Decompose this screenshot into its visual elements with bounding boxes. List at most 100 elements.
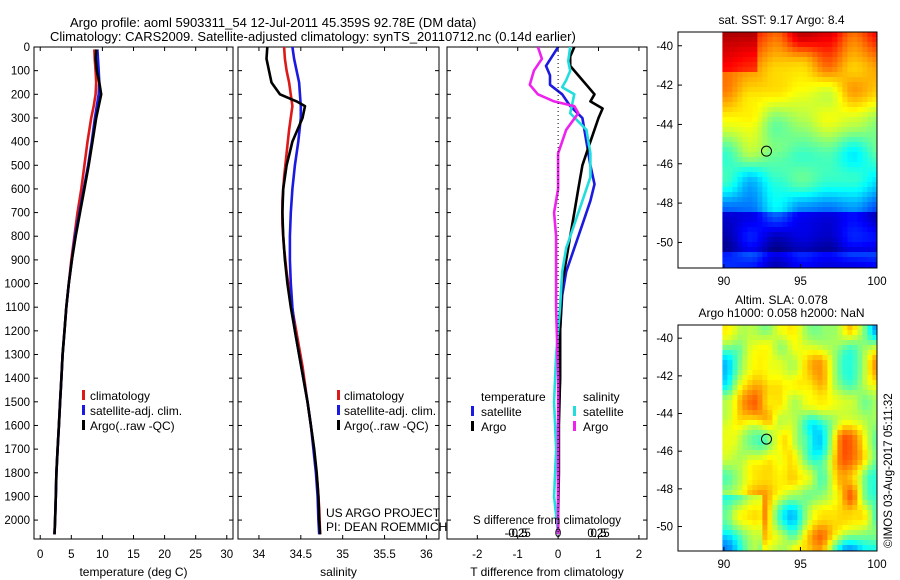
map-cell	[782, 157, 788, 163]
map-cell	[737, 152, 743, 158]
map-cell	[847, 515, 853, 521]
map-cell	[732, 227, 738, 233]
map-cell	[742, 330, 748, 336]
map-cell	[737, 515, 743, 521]
map-cell	[732, 430, 738, 436]
map-cell	[867, 375, 873, 381]
map-cell	[867, 97, 873, 103]
map-xtick-label: 95	[794, 559, 807, 571]
map-cell	[792, 490, 798, 496]
map-cell	[872, 490, 878, 496]
map-cell	[777, 395, 783, 401]
map-cell	[802, 122, 808, 128]
map-cell	[862, 137, 868, 143]
map-cell	[872, 520, 878, 526]
map-cell	[812, 505, 818, 511]
map-cell	[727, 242, 733, 248]
map-cell	[862, 57, 868, 63]
legend-swatch	[471, 406, 474, 416]
map-cell	[792, 227, 798, 233]
map-cell	[762, 380, 768, 386]
map-cell	[862, 192, 868, 198]
map-cell	[827, 122, 833, 128]
map-cell	[722, 485, 728, 491]
map-cell	[767, 435, 773, 441]
map-cell	[772, 510, 778, 516]
map-cell	[797, 92, 803, 98]
map-cell	[852, 92, 858, 98]
map-cell	[742, 212, 748, 218]
map-cell	[872, 142, 878, 148]
map-cell	[832, 425, 838, 431]
map-cell	[782, 117, 788, 123]
map-cell	[727, 495, 733, 501]
map-cell	[822, 77, 828, 83]
map-cell	[772, 360, 778, 366]
map-cell	[752, 430, 758, 436]
map-cell	[742, 360, 748, 366]
map-cell	[862, 232, 868, 238]
map-cell	[802, 77, 808, 83]
map-xtick-label: 90	[718, 559, 731, 571]
map-cell	[762, 365, 768, 371]
map-cell	[747, 450, 753, 456]
map-cell	[787, 232, 793, 238]
map-cell	[792, 142, 798, 148]
map-cell	[737, 355, 743, 361]
map-cell	[727, 340, 733, 346]
map-cell	[832, 445, 838, 451]
map-cell	[872, 122, 878, 128]
map-cell	[812, 122, 818, 128]
map-cell	[852, 222, 858, 228]
xtick-label: 35.5	[373, 549, 395, 561]
map-cell	[722, 102, 728, 108]
map-cell	[802, 97, 808, 103]
map-cell	[867, 247, 873, 253]
map-cell	[797, 142, 803, 148]
map-cell	[787, 465, 793, 471]
map-cell	[787, 515, 793, 521]
map-cell	[787, 242, 793, 248]
map-cell	[827, 385, 833, 391]
map-cell	[862, 375, 868, 381]
s-scale-label: 0.25	[587, 528, 609, 540]
map-cell	[847, 435, 853, 441]
map-cell	[872, 47, 878, 53]
map-cell	[797, 410, 803, 416]
map-cell	[812, 217, 818, 223]
map-cell	[747, 177, 753, 183]
map-cell	[777, 47, 783, 53]
map-cell	[857, 515, 863, 521]
map-cell	[812, 470, 818, 476]
map-cell	[772, 247, 778, 253]
map-cell	[752, 97, 758, 103]
map-cell	[757, 257, 763, 263]
map-cell	[827, 470, 833, 476]
map-cell	[822, 57, 828, 63]
map-cell	[772, 535, 778, 541]
map-cell	[757, 127, 763, 133]
map-cell	[802, 485, 808, 491]
map-cell	[767, 465, 773, 471]
map-cell	[802, 37, 808, 43]
map-cell	[797, 440, 803, 446]
map-cell	[752, 142, 758, 148]
ytick-label: 1900	[4, 491, 30, 503]
map-cell	[847, 400, 853, 406]
map-cell	[762, 157, 768, 163]
map-cell	[747, 152, 753, 158]
legend-label: Argo	[481, 420, 507, 434]
map-cell	[772, 77, 778, 83]
map-cell	[787, 420, 793, 426]
map-cell	[862, 455, 868, 461]
map-cell	[757, 132, 763, 138]
legend-label: satellite	[481, 405, 522, 419]
map-cell	[752, 137, 758, 143]
map-cell	[722, 470, 728, 476]
map-cell	[782, 500, 788, 506]
map-cell	[857, 455, 863, 461]
map-cell	[797, 475, 803, 481]
map-cell	[722, 450, 728, 456]
map-cell	[777, 207, 783, 213]
map-cell	[872, 32, 878, 38]
